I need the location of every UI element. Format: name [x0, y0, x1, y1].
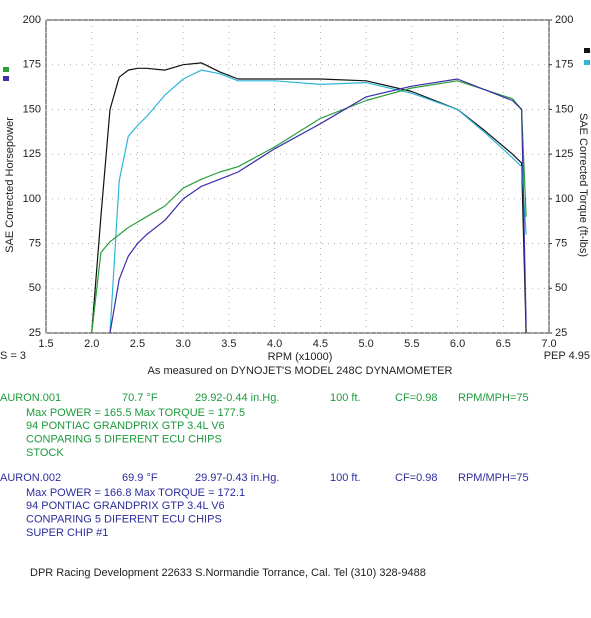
run-line: CONPARING 5 DIFERENT ECU CHIPS	[26, 434, 222, 446]
run-line: 94 PONTIAC GRANDPRIX GTP 3.4L V6	[26, 420, 225, 432]
x-tick-label: 7.0	[541, 338, 556, 350]
y2-tick-label: 25	[555, 327, 567, 339]
y-tick-label: 25	[29, 327, 41, 339]
y-tick-label: 75	[29, 237, 41, 249]
curve	[91, 62, 527, 334]
y-tick-label: 150	[23, 103, 41, 115]
y-tick-label: 125	[23, 148, 41, 160]
y2-tick-label: 175	[555, 59, 573, 71]
y-tick-label: 175	[23, 59, 41, 71]
smoothing: S = 3	[0, 350, 26, 362]
y2-tick-label: 75	[555, 237, 567, 249]
run-line: SUPER CHIP #1	[26, 527, 108, 539]
pep: PEP 4.95	[544, 350, 590, 362]
x-tick-label: 2.5	[130, 338, 145, 350]
y-tick-label: 100	[23, 193, 41, 205]
x-tick-label: 4.0	[267, 338, 282, 350]
x-tick-label: 6.0	[450, 338, 465, 350]
run-field: CF=0.98	[395, 472, 438, 484]
run-line: CONPARING 5 DIFERENT ECU CHIPS	[26, 514, 222, 526]
x-tick-label: 6.5	[496, 338, 511, 350]
y-tick-label: 200	[23, 14, 41, 26]
legend-swatch	[3, 76, 9, 81]
x-tick-label: 3.5	[221, 338, 236, 350]
y2-tick-label: 100	[555, 193, 573, 205]
run-line: Max POWER = 165.5 Max TORQUE = 177.5	[26, 407, 245, 419]
run-field: AURON.002	[0, 472, 61, 484]
run-line: Max POWER = 166.8 Max TORQUE = 172.1	[26, 487, 245, 499]
x-tick-label: 4.5	[313, 338, 328, 350]
x-tick-label: 5.5	[404, 338, 419, 350]
x-axis-label: RPM (x1000)	[268, 351, 333, 363]
footer: DPR Racing Development 22633 S.Normandie…	[30, 567, 426, 579]
legend-swatch	[584, 60, 590, 65]
run-field: RPM/MPH=75	[458, 472, 529, 484]
y2-axis-label: SAE Corrected Torque (ft-lbs)	[577, 113, 589, 257]
y2-tick-label: 125	[555, 148, 573, 160]
curve	[109, 69, 527, 334]
run-line: STOCK	[26, 447, 64, 459]
run-line: 94 PONTIAC GRANDPRIX GTP 3.4L V6	[26, 500, 225, 512]
run-field: 29.97-0.43 in.Hg.	[195, 472, 279, 484]
run-field: 100 ft.	[330, 392, 361, 404]
x-tick-label: 1.5	[38, 338, 53, 350]
run-field: 100 ft.	[330, 472, 361, 484]
y-axis-label: SAE Corrected Horsepower	[4, 117, 16, 253]
x-tick-label: 2.0	[84, 338, 99, 350]
run-field: RPM/MPH=75	[458, 392, 529, 404]
plot-frame	[45, 19, 550, 334]
curve	[109, 78, 527, 334]
run-field: CF=0.98	[395, 392, 438, 404]
legend-swatch	[584, 48, 590, 53]
curve	[91, 80, 527, 334]
run-field: AURON.001	[0, 392, 61, 404]
subtitle: As measured on DYNOJET'S MODEL 248C DYNA…	[148, 365, 453, 377]
run-field: 69.9 °F	[122, 472, 158, 484]
y2-tick-label: 150	[555, 103, 573, 115]
x-tick-label: 3.0	[176, 338, 191, 350]
run-field: 29.92-0.44 in.Hg.	[195, 392, 279, 404]
y2-tick-label: 50	[555, 282, 567, 294]
x-tick-label: 5.0	[358, 338, 373, 350]
legend-swatch	[3, 67, 9, 72]
y-tick-label: 50	[29, 282, 41, 294]
y2-tick-label: 200	[555, 14, 573, 26]
run-field: 70.7 °F	[122, 392, 158, 404]
